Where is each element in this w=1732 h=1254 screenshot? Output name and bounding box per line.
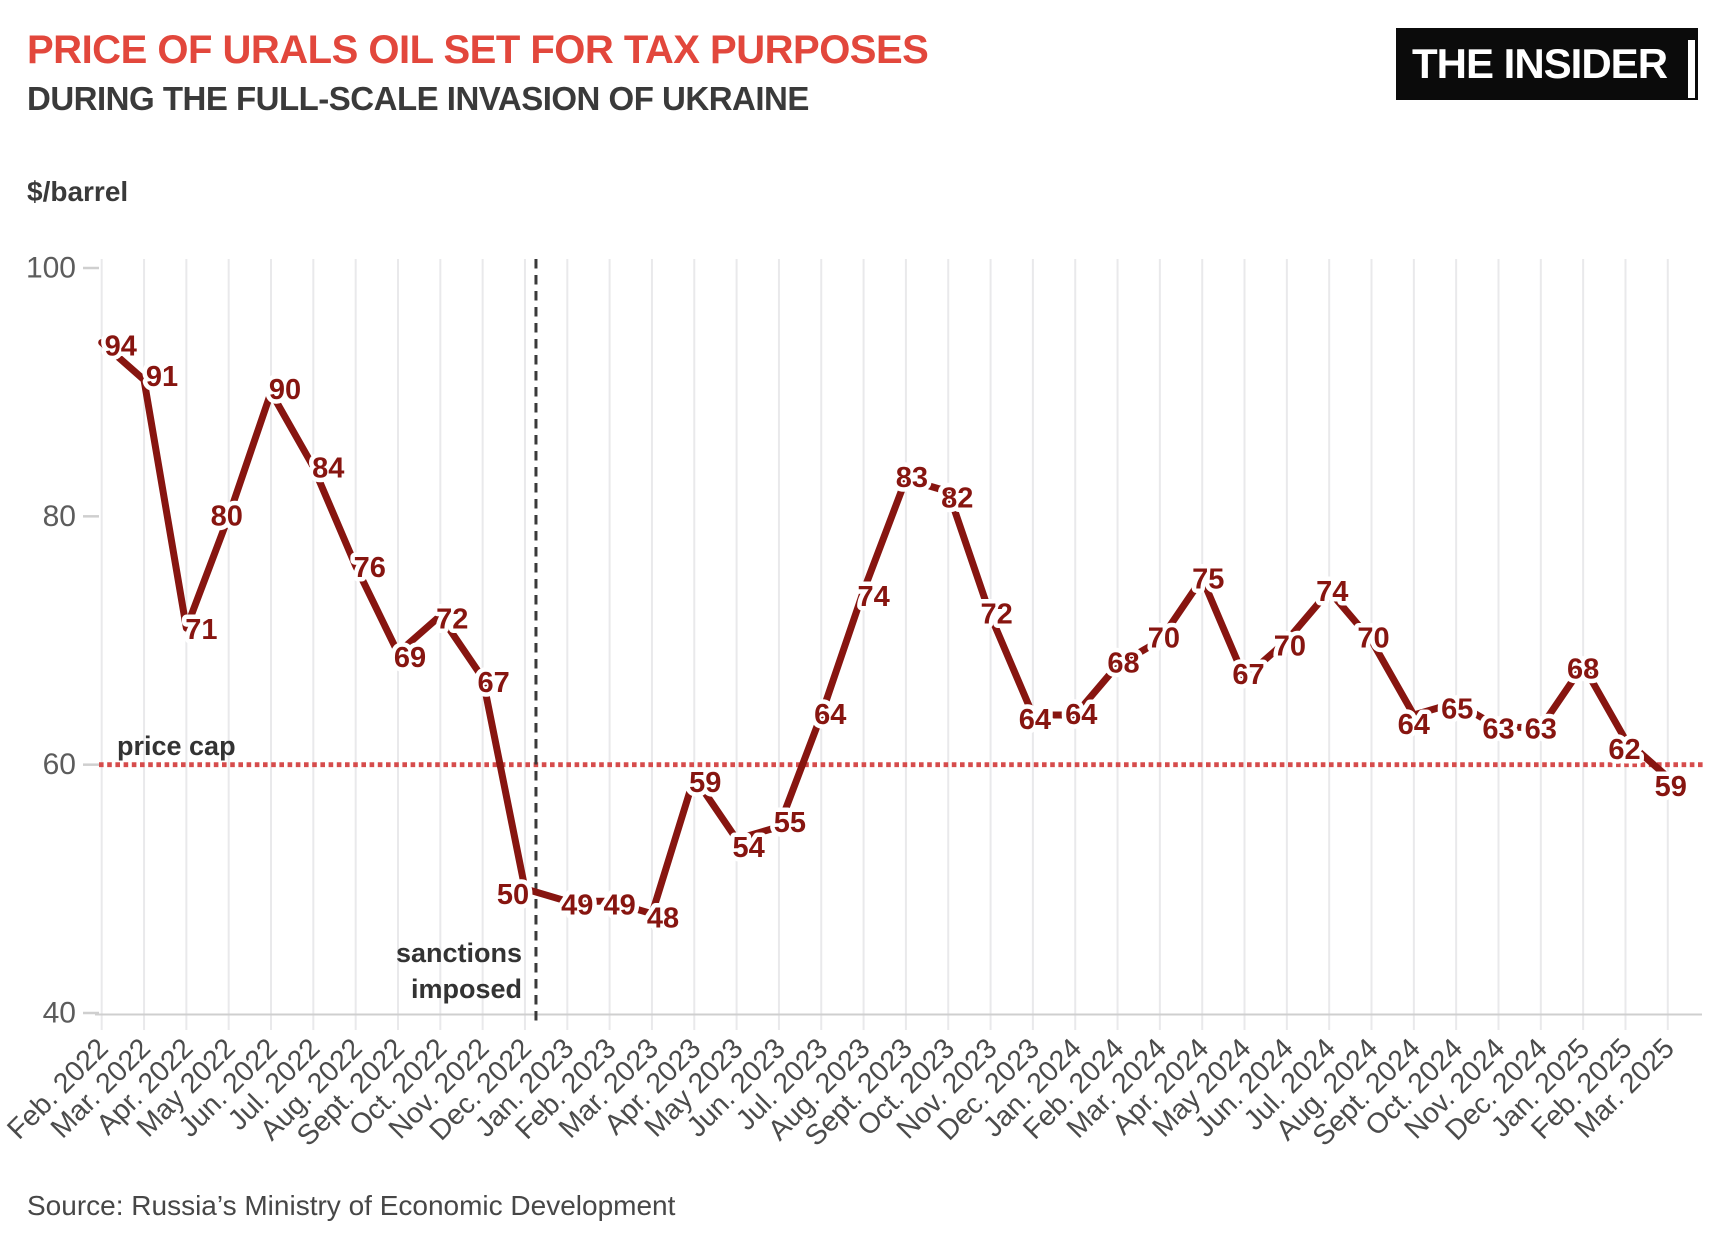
y-tick-label: 60 [43,748,76,781]
data-point-label: 48 [647,903,679,935]
chart-title: PRICE OF URALS OIL SET FOR TAX PURPOSES [27,28,929,72]
data-point-label: 83 [896,462,928,494]
data-point-label: 55 [774,807,806,839]
source-note: Source: Russia’s Ministry of Economic De… [27,1190,676,1221]
price-cap-annotation-label: price cap [117,731,236,761]
data-point-label: 70 [1148,623,1180,655]
data-point-label: 94 [105,331,137,363]
data-point-label: 91 [146,361,178,393]
data-point-label: 54 [732,832,764,864]
insider-logo-text: THE INSIDER [1412,40,1668,87]
price-line [98,339,1672,918]
y-tick-label: 40 [43,997,76,1030]
data-point-label: 67 [1232,659,1264,691]
data-point-label: 59 [689,767,721,799]
insider-logo: THE INSIDER [1396,28,1698,100]
data-point-label: 69 [394,642,426,674]
data-point-label: 70 [1357,623,1389,655]
data-point-label: 64 [814,699,846,731]
data-point-label: 67 [477,667,509,699]
data-point-label: 76 [354,552,386,584]
data-point-label: 63 [1482,713,1514,745]
sanctions-annotation-label: sanctions imposed [270,936,522,1008]
data-point-label: 80 [211,500,243,532]
data-point-label: 72 [436,604,468,636]
sanctions-label-line2: imposed [410,973,522,1004]
data-point-label: 74 [857,581,889,613]
data-point-label: 62 [1608,734,1640,766]
data-point-label: 70 [1274,631,1306,663]
y-tick-label: 80 [43,500,76,533]
data-point-label: 68 [1107,647,1139,679]
data-point-label: 90 [269,374,301,406]
y-axis-unit-label: $/barrel [27,176,129,207]
data-point-label: 75 [1192,563,1224,595]
data-point-label: 50 [497,879,529,911]
data-point-label: 64 [1065,699,1097,731]
data-point-label: 72 [980,599,1012,631]
data-point-label: 49 [561,889,593,921]
data-point-label: 59 [1655,771,1687,803]
data-point-label: 84 [312,453,344,485]
data-point-label: 49 [603,889,635,921]
insider-logo-cursor-bar [1688,40,1695,98]
data-point-label: 63 [1525,713,1557,745]
data-point-label: 65 [1441,694,1473,726]
data-point-label: 82 [941,483,973,515]
data-point-label: 64 [1398,709,1430,741]
data-point-label: 74 [1316,576,1348,608]
data-point-label: 64 [1019,704,1051,736]
data-point-label: 71 [185,614,217,646]
sanctions-label-line1: sanctions [395,938,522,968]
chart-subtitle: DURING THE FULL-SCALE INVASION OF UKRAIN… [27,80,809,117]
data-point-label: 68 [1567,653,1599,685]
y-tick-label: 100 [26,252,76,285]
